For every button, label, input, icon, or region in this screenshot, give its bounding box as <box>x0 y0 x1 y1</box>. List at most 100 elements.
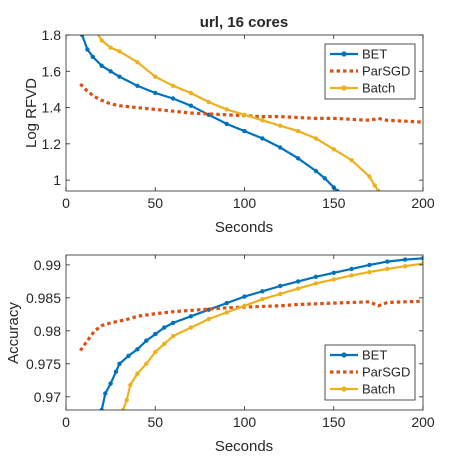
legend-label-bet: BET <box>362 348 387 363</box>
chart-title: url, 16 cores <box>200 14 288 31</box>
x-axis-label-top: Seconds <box>215 219 273 236</box>
data-point-bet <box>420 256 423 261</box>
y-tick-label: 1.8 <box>42 27 62 43</box>
data-point-batch <box>206 316 211 322</box>
legend-top: BET ParSGD Batch <box>324 43 416 100</box>
data-point-batch <box>170 333 176 339</box>
data-point-batch <box>144 361 149 366</box>
x-tick-label: 0 <box>62 414 70 430</box>
data-point-batch <box>385 266 390 272</box>
data-point-bet <box>103 391 108 396</box>
data-point-batch <box>135 60 140 65</box>
y-tick-label: 1.2 <box>42 136 62 152</box>
data-point-batch <box>278 123 283 128</box>
legend-label-parsgd: ParSGD <box>362 64 410 79</box>
y-axis-label-bottom: Accuracy <box>5 302 22 364</box>
legend-marker-bet <box>341 51 347 57</box>
chart-top: url, 16 cores 0 50 100 150 20011.21.41.61.8 … <box>23 14 435 236</box>
data-point-batch <box>367 269 372 275</box>
data-point-batch <box>108 45 113 50</box>
data-point-bet <box>295 279 301 284</box>
y-tick-label: 0.98 <box>34 323 61 339</box>
data-point-bet <box>278 283 283 289</box>
data-point-batch <box>224 310 229 315</box>
x-tick-label: 0 <box>62 195 70 211</box>
data-point-bet <box>108 69 113 74</box>
y-axis-label-top: Log RFVD <box>23 78 40 148</box>
data-point-bet <box>126 353 131 359</box>
data-point-batch <box>349 158 354 163</box>
y-tick-label: 0.99 <box>34 257 61 273</box>
legend-marker-bet <box>341 352 347 358</box>
data-point-bet <box>367 262 372 268</box>
data-point-batch <box>278 291 283 297</box>
data-point-bet <box>170 96 176 101</box>
data-point-bet <box>331 270 336 275</box>
x-tick-label: 200 <box>411 414 435 430</box>
data-point-bet <box>313 274 319 279</box>
data-point-bet <box>90 54 96 59</box>
x-tick-label: 50 <box>147 195 163 211</box>
data-point-batch <box>331 147 336 152</box>
data-point-bet <box>260 289 265 294</box>
data-point-batch <box>135 371 140 376</box>
y-tick-label: 0.97 <box>34 389 61 405</box>
data-point-batch <box>170 83 176 89</box>
data-point-bet <box>117 74 122 79</box>
data-point-batch <box>372 183 377 188</box>
data-point-batch <box>124 397 129 403</box>
chart-bottom: 0 50 100 150 200 0.97 0.975 0.98 0.985 0.99 Secon… <box>5 254 435 455</box>
data-point-batch <box>376 188 381 191</box>
data-point-bet <box>188 314 194 319</box>
legend-label-batch: Batch <box>362 81 395 96</box>
legend-marker-batch <box>341 386 347 392</box>
ticks-bottom: 0 50 100 150 200 0.97 0.975 0.98 0.985 0.99 <box>26 255 435 430</box>
data-point-batch <box>128 382 133 388</box>
series-group-bottom <box>78 256 423 410</box>
legend-bottom: BET ParSGD Batch <box>324 344 416 401</box>
x-tick-label: 50 <box>147 414 163 430</box>
data-point-bet <box>117 361 122 366</box>
data-point-bet <box>108 381 113 386</box>
data-point-batch <box>349 273 354 278</box>
data-point-bet <box>135 83 140 89</box>
data-point-batch <box>242 112 247 118</box>
data-point-bet <box>242 128 247 134</box>
data-point-batch <box>313 281 319 286</box>
data-point-bet <box>144 338 149 343</box>
x-tick-label: 100 <box>233 414 257 430</box>
data-point-bet <box>260 136 265 141</box>
data-point-batch <box>153 349 158 355</box>
y-tick-label: 0.985 <box>26 290 61 306</box>
y-tick-label: 1.4 <box>42 100 62 116</box>
data-point-bet <box>188 103 194 108</box>
data-point-batch <box>224 107 229 112</box>
data-point-bet <box>85 47 90 52</box>
data-point-batch <box>331 277 336 282</box>
data-point-bet <box>295 156 301 161</box>
data-point-batch <box>313 136 319 141</box>
data-point-batch <box>117 49 122 54</box>
data-point-batch <box>188 325 194 330</box>
data-point-bet <box>242 294 247 299</box>
data-point-batch <box>120 407 126 410</box>
data-point-bet <box>335 188 340 191</box>
data-point-batch <box>402 264 408 269</box>
data-point-bet <box>278 145 283 150</box>
data-point-bet <box>313 168 319 174</box>
data-point-bet <box>162 325 167 330</box>
data-point-bet <box>135 347 140 352</box>
data-point-batch <box>153 74 158 79</box>
y-tick-label: 1 <box>53 172 61 188</box>
x-tick-label: 150 <box>322 195 346 211</box>
data-point-batch <box>295 128 301 134</box>
legend-marker-batch <box>341 85 347 91</box>
data-point-batch <box>260 118 265 123</box>
data-point-bet <box>385 259 390 264</box>
data-point-bet <box>153 331 158 337</box>
data-point-bet <box>224 300 229 306</box>
x-tick-label: 100 <box>233 195 257 211</box>
x-axis-label-bottom: Seconds <box>215 438 273 455</box>
data-point-batch <box>260 297 265 302</box>
